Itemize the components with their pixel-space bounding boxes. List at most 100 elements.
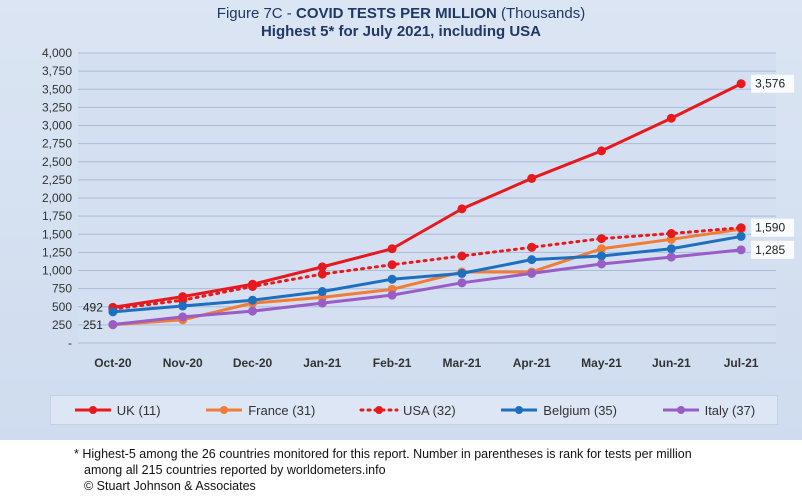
- series-line: [112, 248, 742, 327]
- data-label: 1,590: [755, 221, 785, 235]
- series-line: [112, 227, 742, 327]
- y-tick-label: 2,250: [42, 173, 72, 187]
- data-point: [597, 251, 606, 261]
- x-tick-label: Feb-21: [373, 356, 412, 370]
- data-point: [387, 260, 397, 270]
- x-tick-label: Oct-20: [94, 356, 132, 370]
- x-tick-label: Jun-21: [652, 356, 691, 370]
- legend-swatch: [206, 406, 243, 414]
- y-tick-label: 2,000: [42, 191, 72, 205]
- data-point: [597, 259, 606, 269]
- y-tick-label: 3,750: [42, 64, 72, 78]
- legend-swatch: [359, 406, 399, 414]
- legend-marker: [88, 406, 97, 414]
- legend-swatch: [662, 406, 699, 414]
- data-point: [178, 301, 188, 311]
- data-point: [248, 295, 257, 305]
- y-tick-label: 1,000: [42, 264, 72, 278]
- x-tick-label: Mar-21: [443, 356, 482, 370]
- data-label: 492: [83, 300, 103, 314]
- data-point: [527, 242, 537, 252]
- data-point: [317, 287, 327, 297]
- data-point: [178, 312, 188, 322]
- series-line: [112, 234, 742, 314]
- title-suffix: (Thousands): [496, 5, 586, 22]
- y-tick-label: 3,250: [42, 100, 72, 114]
- data-point: [387, 244, 397, 254]
- data-point: [736, 223, 746, 233]
- copyright-notice: © Stuart Johnson & Associates: [84, 479, 256, 493]
- data-point: [108, 307, 118, 317]
- legend-item: Belgium (35): [499, 403, 617, 418]
- legend-marker: [220, 406, 229, 414]
- y-tick-label: 2,750: [42, 137, 72, 151]
- data-point: [108, 320, 118, 330]
- x-tick-label: Dec-20: [233, 356, 273, 370]
- legend-item: France (31): [204, 403, 315, 418]
- series-line: [112, 82, 742, 309]
- x-tick-label: Apr-21: [513, 356, 551, 370]
- data-point: [736, 245, 746, 255]
- data-point: [387, 290, 397, 300]
- data-point: [317, 262, 327, 272]
- y-tick-label: 1,250: [42, 245, 72, 259]
- x-tick-label: Jul-21: [724, 356, 759, 370]
- legend-marker: [676, 406, 685, 414]
- y-tick-label: -: [68, 336, 72, 350]
- chart-panel: Figure 7C - COVID TESTS PER MILLION (Tho…: [0, 0, 802, 440]
- legend-item: UK (11): [73, 403, 161, 418]
- data-point: [527, 255, 537, 265]
- data-label-box: [751, 218, 795, 237]
- legend-marker: [515, 406, 524, 414]
- data-point: [666, 252, 676, 262]
- data-point: [248, 281, 257, 291]
- data-point: [597, 234, 606, 244]
- data-point: [248, 306, 257, 316]
- series-line: [111, 226, 743, 311]
- y-tick-label: 1,500: [42, 227, 72, 241]
- data-point: [527, 268, 537, 278]
- legend-marker: [374, 406, 383, 414]
- legend-label: USA (32): [402, 402, 456, 418]
- data-point: [666, 113, 676, 123]
- data-point: [597, 146, 606, 156]
- data-point: [457, 251, 467, 261]
- y-tick-label: 4,000: [42, 46, 72, 60]
- y-tick-label: 500: [52, 300, 72, 314]
- title-bold: COVID TESTS PER MILLION: [295, 5, 497, 22]
- y-tick-label: 3,000: [42, 119, 72, 133]
- legend-item: USA (32): [359, 403, 456, 418]
- data-point: [666, 229, 676, 239]
- data-point: [317, 269, 327, 279]
- data-point: [457, 278, 467, 288]
- legend-label: Italy (37): [704, 402, 756, 418]
- legend-item: Italy (37): [661, 402, 756, 418]
- legend-label: Belgium (35): [543, 402, 617, 418]
- chart-title: Figure 7C - COVID TESTS PER MILLION (Tho…: [0, 5, 802, 22]
- x-tick-label: May-21: [581, 356, 622, 370]
- title-prefix: Figure 7C -: [216, 5, 296, 22]
- data-label: 251: [83, 318, 103, 332]
- data-point: [317, 298, 327, 308]
- y-tick-label: 1,750: [42, 209, 72, 223]
- legend-swatch: [74, 406, 111, 414]
- legend-label: UK (11): [116, 402, 161, 418]
- legend-label: France (31): [248, 402, 316, 418]
- legend-swatch: [501, 406, 538, 414]
- data-point: [597, 244, 606, 254]
- data-point: [457, 268, 467, 278]
- x-tick-label: Jan-21: [303, 356, 341, 370]
- data-point: [387, 274, 397, 284]
- data-point: [457, 204, 467, 214]
- data-label-box: [751, 74, 795, 93]
- y-tick-label: 750: [52, 282, 72, 296]
- footnote-line-1: * Highest-5 among the 26 countries monit…: [74, 447, 692, 461]
- y-tick-label: 3,500: [42, 82, 72, 96]
- y-tick-label: 250: [52, 318, 72, 332]
- chart-subtitle: Highest 5* for July 2021, including USA: [260, 23, 542, 40]
- data-label: 3,576: [755, 77, 785, 91]
- data-label-box: [751, 240, 795, 259]
- data-label: 1,285: [755, 243, 785, 257]
- data-point: [527, 173, 537, 183]
- line-chart: - 250 500 750 1,000 1,250 1,500 1,750 2,000 2,250…: [41, 46, 795, 370]
